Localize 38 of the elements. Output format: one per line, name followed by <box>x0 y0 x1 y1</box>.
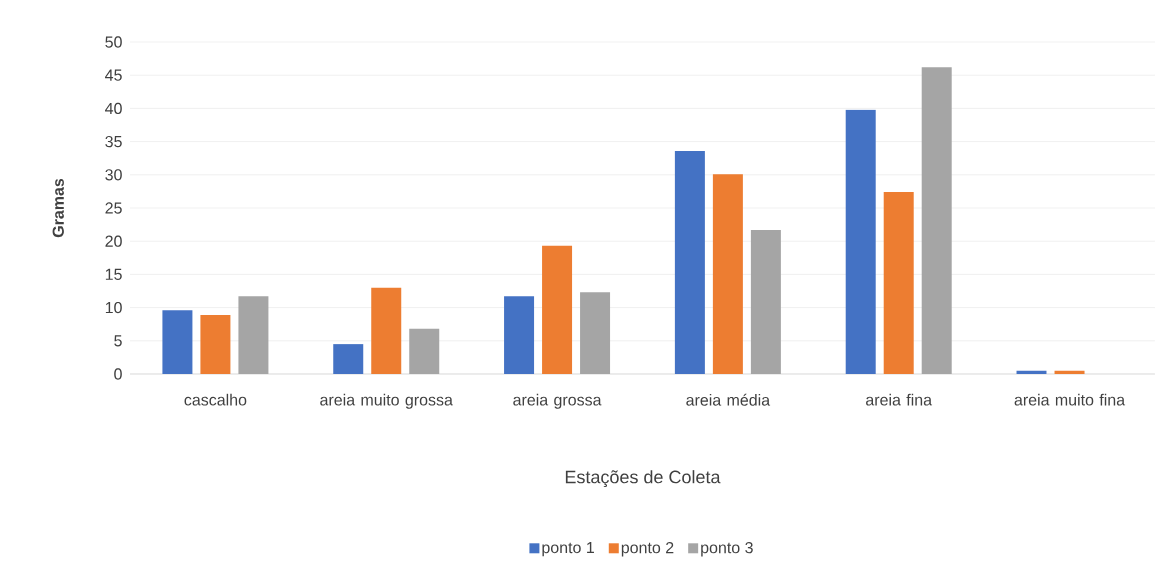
bar <box>333 344 364 374</box>
bar <box>845 109 876 374</box>
bar <box>504 296 535 374</box>
y-tick-label: 25 <box>105 202 122 214</box>
y-tick-label: 5 <box>114 335 122 347</box>
bar <box>674 150 705 374</box>
x-tick-label: areia muito grossa <box>320 393 453 409</box>
y-tick-label: 15 <box>105 268 122 280</box>
x-tick-label: areia muito fina <box>1014 393 1126 406</box>
y-axis-title: Gramas <box>52 178 64 238</box>
x-tick-label: areia grossa <box>513 393 602 409</box>
legend-label: ponto 3 <box>701 541 753 557</box>
y-tick-label: 10 <box>105 301 122 314</box>
y-tick-label: 50 <box>105 36 122 48</box>
y-tick-label: 45 <box>105 69 122 81</box>
bar <box>238 296 269 374</box>
bar <box>750 229 781 374</box>
y-tick-label: 0 <box>114 368 122 380</box>
x-tick-label: cascalho <box>184 393 247 406</box>
bar <box>542 245 573 374</box>
bar <box>409 328 440 374</box>
legend-label: ponto 1 <box>542 542 594 557</box>
x-axis-title: Estações de Coleta <box>565 470 721 487</box>
y-tick-label: 40 <box>105 102 122 115</box>
y-tick-label: 35 <box>105 135 122 148</box>
bar <box>200 314 231 374</box>
y-tick-label: 20 <box>105 235 122 247</box>
bar <box>162 310 193 374</box>
y-tick-label: 30 <box>105 169 122 181</box>
bar <box>921 67 952 374</box>
legend-label: ponto 2 <box>621 541 674 557</box>
bar <box>371 287 402 374</box>
bar <box>883 192 914 374</box>
x-tick-label: areia média <box>686 393 771 406</box>
x-tick-label: areia fina <box>866 393 933 406</box>
bar <box>580 292 611 374</box>
bar <box>1054 370 1085 374</box>
bar <box>712 174 743 374</box>
